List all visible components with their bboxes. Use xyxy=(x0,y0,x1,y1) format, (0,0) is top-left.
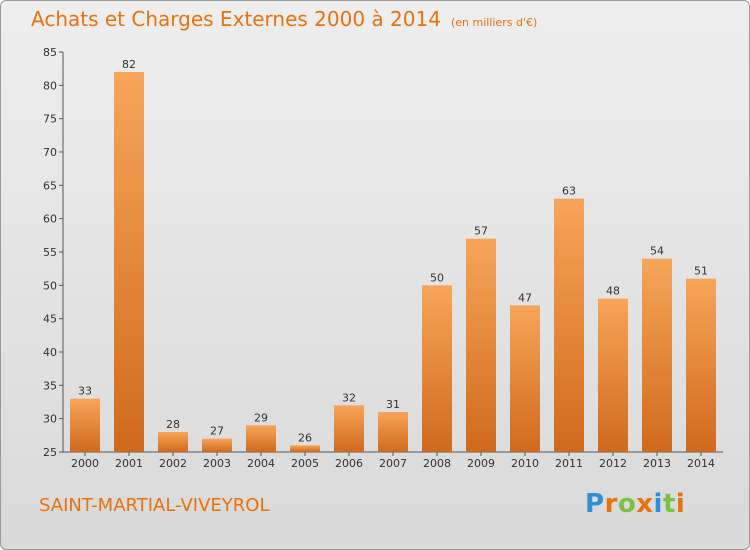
proxiti-logo: Proxiti xyxy=(585,489,685,519)
bar xyxy=(202,438,232,452)
bar xyxy=(114,72,144,452)
x-tick-label: 2006 xyxy=(335,457,363,470)
logo-letter: i xyxy=(653,489,663,519)
bar xyxy=(246,425,276,452)
y-tick-label: 35 xyxy=(43,379,57,392)
y-tick-label: 65 xyxy=(43,179,57,192)
data-label: 33 xyxy=(78,385,92,398)
x-tick-label: 2008 xyxy=(423,457,451,470)
bar xyxy=(70,398,100,452)
y-tick-label: 55 xyxy=(43,246,57,259)
data-label: 57 xyxy=(474,225,488,238)
bar xyxy=(642,258,672,452)
data-label: 26 xyxy=(298,431,312,444)
commune-name: SAINT-MARTIAL-VIVEYROL xyxy=(39,495,270,516)
y-tick-label: 60 xyxy=(43,213,57,226)
bar xyxy=(334,405,364,452)
bar xyxy=(686,278,716,452)
y-tick-label: 75 xyxy=(43,113,57,126)
x-tick-label: 2002 xyxy=(159,457,187,470)
data-label: 27 xyxy=(210,425,224,438)
bar xyxy=(158,432,188,452)
logo-letter: r xyxy=(604,489,618,519)
x-tick-label: 2014 xyxy=(687,457,715,470)
y-tick-label: 30 xyxy=(43,413,57,426)
x-tick-label: 2007 xyxy=(379,457,407,470)
bar xyxy=(554,198,584,452)
x-tick-label: 2003 xyxy=(203,457,231,470)
logo-letter: P xyxy=(585,489,605,519)
data-label: 48 xyxy=(606,285,620,298)
x-tick-label: 2012 xyxy=(599,457,627,470)
x-tick-label: 2005 xyxy=(291,457,319,470)
logo-letter: o xyxy=(617,489,637,519)
data-label: 51 xyxy=(694,265,708,278)
x-tick-label: 2004 xyxy=(247,457,275,470)
data-label: 82 xyxy=(122,58,136,71)
data-label: 47 xyxy=(518,291,532,304)
x-tick-label: 2010 xyxy=(511,457,539,470)
y-tick-label: 80 xyxy=(43,79,57,92)
logo-letter: t xyxy=(662,489,676,519)
logo-letter: i xyxy=(675,489,686,519)
data-label: 63 xyxy=(562,185,576,198)
y-tick-label: 25 xyxy=(43,446,57,459)
x-tick-label: 2000 xyxy=(71,457,99,470)
bar xyxy=(466,238,496,452)
x-tick-label: 2001 xyxy=(115,457,143,470)
y-tick-label: 70 xyxy=(43,146,57,159)
x-tick-label: 2011 xyxy=(555,457,583,470)
data-label: 50 xyxy=(430,271,444,284)
chart-subtitle: (en milliers d'€) xyxy=(450,16,538,29)
data-label: 29 xyxy=(254,411,268,424)
bar xyxy=(290,445,320,452)
x-tick-label: 2013 xyxy=(643,457,671,470)
bar xyxy=(510,305,540,452)
y-tick-label: 50 xyxy=(43,279,57,292)
bar xyxy=(378,412,408,452)
chart-title: Achats et Charges Externes 2000 à 2014 (e… xyxy=(31,7,538,31)
y-tick-label: 85 xyxy=(43,46,57,59)
x-tick-label: 2009 xyxy=(467,457,495,470)
y-tick-label: 45 xyxy=(43,313,57,326)
data-label: 28 xyxy=(166,418,180,431)
data-label: 54 xyxy=(650,245,664,258)
data-label: 32 xyxy=(342,391,356,404)
data-label: 31 xyxy=(386,398,400,411)
bar xyxy=(422,285,452,452)
bar xyxy=(598,298,628,452)
y-tick-label: 40 xyxy=(43,346,57,359)
logo-letter: x xyxy=(636,489,654,519)
